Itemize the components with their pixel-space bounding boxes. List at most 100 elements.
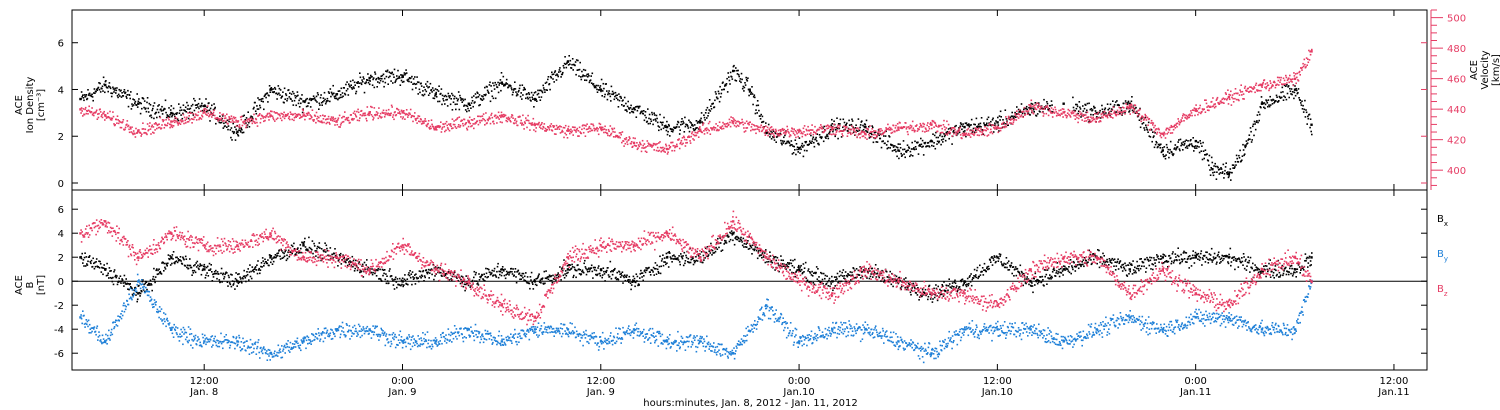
- data-point: [659, 141, 661, 143]
- data-point: [702, 122, 705, 124]
- data-point: [1250, 86, 1252, 88]
- data-point: [191, 111, 193, 114]
- data-point: [364, 114, 367, 116]
- data-point: [1280, 96, 1283, 99]
- data-point: [210, 113, 212, 115]
- data-point: [527, 92, 530, 94]
- data-point: [684, 116, 686, 119]
- data-point: [327, 115, 330, 118]
- data-point: [1163, 146, 1166, 148]
- data-point: [799, 146, 802, 148]
- data-point: [266, 92, 269, 94]
- data-point: [248, 121, 250, 124]
- data-point: [891, 128, 893, 131]
- data-point: [602, 82, 605, 85]
- data-point: [429, 82, 432, 85]
- data-point: [907, 126, 910, 128]
- data-point: [1031, 111, 1034, 114]
- data-point: [449, 103, 452, 106]
- data-point: [1112, 106, 1115, 109]
- data-point: [175, 113, 178, 115]
- data-point: [947, 128, 950, 130]
- data-point: [694, 131, 697, 134]
- data-point: [243, 275, 246, 277]
- data-point: [784, 142, 787, 145]
- data-point: [1235, 98, 1238, 101]
- data-point: [1053, 112, 1056, 114]
- data-point: [693, 134, 696, 137]
- data-point: [152, 275, 155, 278]
- data-point: [939, 124, 941, 127]
- data-point: [636, 109, 639, 112]
- data-point: [608, 135, 611, 137]
- data-point: [658, 142, 660, 144]
- data-point: [209, 113, 211, 116]
- series-Bx: [79, 230, 1313, 303]
- data-point: [353, 81, 356, 84]
- data-point: [989, 131, 991, 134]
- data-point: [333, 118, 335, 120]
- data-point: [1246, 90, 1248, 92]
- data-point: [446, 98, 448, 101]
- data-point: [559, 67, 561, 69]
- data-point: [670, 128, 672, 130]
- data-point: [1282, 83, 1284, 86]
- data-point: [285, 94, 288, 97]
- data-point: [417, 93, 419, 95]
- data-point: [179, 256, 182, 258]
- data-point: [810, 142, 813, 144]
- data-point: [1220, 167, 1222, 169]
- data-point: [542, 87, 545, 89]
- data-point: [728, 118, 731, 121]
- data-point: [260, 117, 262, 120]
- data-point: [1183, 142, 1186, 145]
- data-point: [855, 129, 858, 132]
- data-point: [152, 131, 154, 134]
- data-point: [191, 122, 193, 124]
- data-point: [154, 122, 157, 124]
- data-point: [593, 86, 596, 89]
- data-point: [175, 260, 178, 262]
- data-point: [233, 117, 236, 120]
- data-point: [704, 112, 707, 114]
- data-point: [385, 70, 387, 72]
- data-point: [477, 123, 480, 126]
- data-point: [254, 122, 256, 124]
- data-point: [267, 116, 270, 118]
- data-point: [759, 115, 761, 117]
- data-point: [371, 106, 373, 109]
- data-point: [377, 117, 380, 120]
- data-point: [296, 91, 299, 93]
- data-point: [691, 132, 693, 135]
- data-point: [1254, 84, 1257, 86]
- data-point: [119, 120, 121, 123]
- data-point: [697, 120, 699, 123]
- data-point: [906, 144, 909, 146]
- data-point: [200, 110, 202, 112]
- data-point: [294, 97, 297, 99]
- data-point: [623, 96, 626, 99]
- data-point: [510, 85, 512, 87]
- data-point: [1066, 115, 1068, 117]
- data-point: [585, 75, 587, 77]
- data-point: [780, 139, 782, 142]
- data-point: [801, 142, 804, 145]
- anchor-point: [1244, 144, 1247, 147]
- data-point: [578, 126, 581, 129]
- data-point: [1256, 114, 1259, 116]
- data-point: [933, 142, 935, 144]
- data-point: [86, 110, 89, 112]
- data-point: [1134, 107, 1136, 110]
- data-point: [264, 119, 266, 122]
- data-point: [368, 114, 370, 117]
- data-point: [92, 112, 94, 115]
- data-point: [330, 119, 332, 121]
- data-point: [459, 124, 462, 127]
- data-point: [593, 127, 595, 130]
- data-point: [1220, 100, 1222, 102]
- data-point: [1167, 131, 1170, 134]
- data-point: [1005, 116, 1007, 118]
- data-point: [307, 105, 309, 107]
- data-point: [1268, 89, 1270, 92]
- data-point: [893, 149, 895, 151]
